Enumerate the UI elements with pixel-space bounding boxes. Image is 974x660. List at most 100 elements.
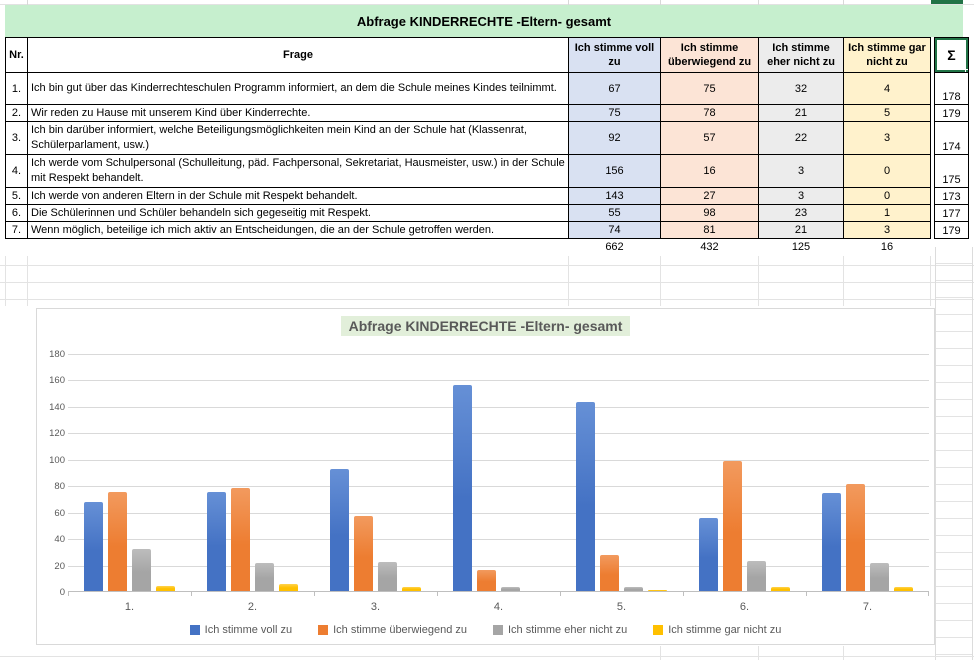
cell-ueberwiegend[interactable]: 16 (660, 154, 759, 188)
chart-bar[interactable] (624, 587, 643, 591)
cell-gar-nicht[interactable]: 1 (843, 204, 931, 222)
cell-eher-nicht[interactable]: 32 (758, 72, 844, 105)
header-nr[interactable]: Nr. (5, 37, 28, 73)
cell-voll[interactable]: 156 (568, 154, 661, 188)
cell-voll[interactable]: 55 (568, 204, 661, 222)
legend-item[interactable]: Ich stimme gar nicht zu (653, 624, 781, 636)
cell-nr[interactable]: 5. (5, 187, 28, 205)
total-eher-nicht[interactable]: 125 (758, 238, 844, 256)
cell-nr[interactable]: 2. (5, 104, 28, 122)
chart-bar[interactable] (894, 587, 913, 591)
header-sum-selected-cell[interactable]: Σ (934, 37, 969, 73)
cell-frage[interactable]: Ich bin darüber informiert, welche Betei… (27, 121, 569, 155)
cell-ueberwiegend[interactable]: 81 (660, 221, 759, 239)
cell-nr[interactable]: 3. (5, 121, 28, 155)
cell-frage[interactable]: Ich werde von anderen Eltern in der Schu… (27, 187, 569, 205)
cell-sum[interactable]: 173 (934, 187, 969, 205)
cell-sum[interactable]: 177 (934, 204, 969, 222)
cell-gar-nicht[interactable]: 4 (843, 72, 931, 105)
chart-bar[interactable] (600, 555, 619, 591)
cell-sum[interactable]: 175 (934, 154, 969, 188)
chart-bar[interactable] (477, 570, 496, 591)
sheet-title-cell[interactable]: Abfrage KINDERRECHTE -Eltern- gesamt (5, 5, 963, 37)
cell-frage[interactable]: Wenn möglich, beteilige ich mich aktiv a… (27, 221, 569, 239)
cell-gar-nicht[interactable]: 0 (843, 154, 931, 188)
cell-eher-nicht[interactable]: 21 (758, 221, 844, 239)
total-gar-nicht[interactable]: 16 (843, 238, 931, 256)
cell-nr[interactable]: 7. (5, 221, 28, 239)
chart-bar[interactable] (132, 549, 151, 591)
chart-title[interactable]: Abfrage KINDERRECHTE -Eltern- gesamt (340, 316, 631, 336)
chart-bar[interactable] (747, 561, 766, 591)
header-eher-nicht-zu[interactable]: Ich stimme eher nicht zu (758, 37, 844, 73)
cell-frage[interactable]: Ich bin gut über das Kinderrechteschulen… (27, 72, 569, 105)
cell-ueberwiegend[interactable]: 78 (660, 104, 759, 122)
chart-bar[interactable] (156, 586, 175, 591)
bar-chart[interactable]: Abfrage KINDERRECHTE -Eltern- gesamt 0 20… (36, 308, 935, 645)
cell-ueberwiegend[interactable]: 57 (660, 121, 759, 155)
cell-eher-nicht[interactable]: 23 (758, 204, 844, 222)
chart-bar[interactable] (576, 402, 595, 591)
chart-bar[interactable] (723, 461, 742, 591)
chart-bar[interactable] (330, 469, 349, 591)
chart-bar[interactable] (699, 518, 718, 591)
chart-bar[interactable] (771, 587, 790, 591)
cell-voll[interactable]: 75 (568, 104, 661, 122)
header-ueberwiegend-zu[interactable]: Ich stimme überwiegend zu (660, 37, 759, 73)
cell-frage[interactable]: Wir reden zu Hause mit unserem Kind über… (27, 104, 569, 122)
cell-voll[interactable]: 74 (568, 221, 661, 239)
cell-voll[interactable]: 92 (568, 121, 661, 155)
chart-bar[interactable] (231, 488, 250, 591)
chart-bar[interactable] (255, 563, 274, 591)
cell-ueberwiegend[interactable]: 98 (660, 204, 759, 222)
cell-sum[interactable]: 179 (934, 104, 969, 122)
cell-nr[interactable]: 4. (5, 154, 28, 188)
chart-bar[interactable] (870, 563, 889, 591)
cell-gar-nicht[interactable]: 5 (843, 104, 931, 122)
chart-bar[interactable] (354, 516, 373, 591)
cell-eher-nicht[interactable]: 3 (758, 154, 844, 188)
y-tick-label: 140 (49, 401, 65, 413)
chart-bar[interactable] (846, 484, 865, 591)
total-voll[interactable]: 662 (568, 238, 661, 256)
chart-bar[interactable] (207, 492, 226, 591)
cell-empty[interactable] (27, 238, 569, 256)
total-ueberwiegend[interactable]: 432 (660, 238, 759, 256)
chart-bar[interactable] (84, 502, 103, 591)
cell-eher-nicht[interactable]: 22 (758, 121, 844, 155)
chart-bar[interactable] (453, 385, 472, 591)
cell-nr[interactable]: 1. (5, 72, 28, 105)
chart-bar[interactable] (648, 590, 667, 591)
gridline (930, 256, 931, 306)
chart-bar[interactable] (279, 584, 298, 591)
table-row: 7. Wenn möglich, beteilige ich mich akti… (5, 221, 969, 239)
cell-sum[interactable]: 179 (934, 221, 969, 239)
chart-bar[interactable] (378, 562, 397, 591)
cell-frage[interactable]: Ich werde vom Schulpersonal (Schulleitun… (27, 154, 569, 188)
header-voll-zu[interactable]: Ich stimme voll zu (568, 37, 661, 73)
header-gar-nicht-zu[interactable]: Ich stimme gar nicht zu (843, 37, 931, 73)
cell-gar-nicht[interactable]: 0 (843, 187, 931, 205)
cell-empty[interactable] (5, 238, 28, 256)
header-frage[interactable]: Frage (27, 37, 569, 73)
selection-fill-handle[interactable] (965, 69, 968, 72)
chart-bar[interactable] (822, 493, 841, 591)
legend-item[interactable]: Ich stimme eher nicht zu (493, 624, 627, 636)
cell-ueberwiegend[interactable]: 27 (660, 187, 759, 205)
cell-voll[interactable]: 143 (568, 187, 661, 205)
cell-sum[interactable]: 178 (934, 72, 969, 105)
cell-ueberwiegend[interactable]: 75 (660, 72, 759, 105)
chart-bar[interactable] (108, 492, 127, 591)
chart-bar[interactable] (501, 587, 520, 591)
cell-voll[interactable]: 67 (568, 72, 661, 105)
legend-item[interactable]: Ich stimme überwiegend zu (318, 624, 467, 636)
cell-frage[interactable]: Die Schülerinnen und Schüler behandeln s… (27, 204, 569, 222)
cell-gar-nicht[interactable]: 3 (843, 121, 931, 155)
cell-eher-nicht[interactable]: 21 (758, 104, 844, 122)
chart-bar[interactable] (402, 587, 421, 591)
cell-nr[interactable]: 6. (5, 204, 28, 222)
cell-sum[interactable]: 174 (934, 121, 969, 155)
legend-item[interactable]: Ich stimme voll zu (189, 624, 292, 636)
cell-gar-nicht[interactable]: 3 (843, 221, 931, 239)
cell-eher-nicht[interactable]: 3 (758, 187, 844, 205)
